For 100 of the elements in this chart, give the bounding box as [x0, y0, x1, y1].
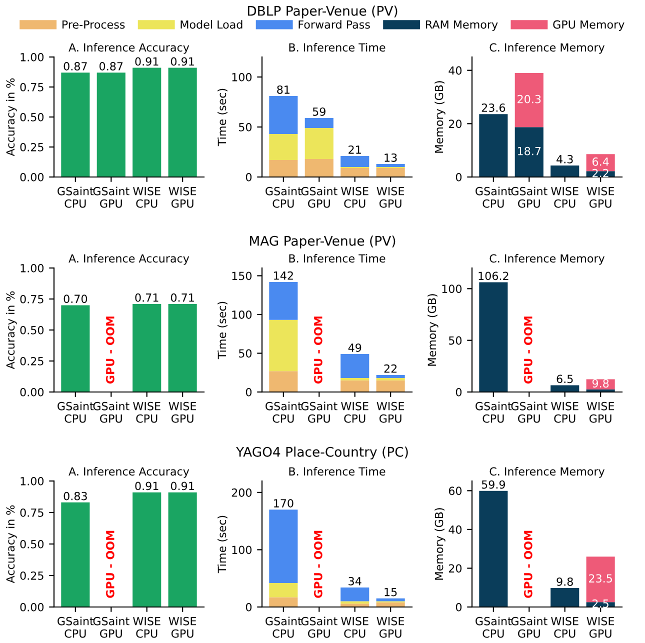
data-label: 0.83 [64, 492, 87, 500]
data-label: 0.87 [64, 62, 87, 70]
x-tick-label: WISE CPU [551, 616, 578, 638]
x-tick-label: WISE CPU [551, 186, 578, 208]
y-tick-label: 0 [456, 602, 462, 612]
annotation: GPU - OOM [524, 530, 532, 598]
annotation: GPU - OOM [314, 530, 322, 598]
y-tick-label: 20 [448, 564, 462, 573]
bar [479, 282, 508, 392]
x-tick-label: WISE CPU [133, 186, 160, 208]
y-tick-label: 100 [232, 72, 252, 82]
y-tick-label: 50 [448, 336, 462, 345]
y-tick-label: 100 [442, 284, 462, 294]
annotation: GPU - OOM [106, 530, 114, 598]
y-tick-label: 0.75 [20, 294, 44, 304]
x-tick-label: WISE GPU [376, 402, 404, 423]
x-tick-label: GSaint CPU [58, 186, 94, 208]
y-tick-label: 40 [448, 66, 462, 75]
bar [340, 156, 370, 167]
annotation: GPU - OOM [106, 316, 114, 384]
y-tick-label: 0.25 [20, 571, 44, 580]
bar [376, 598, 405, 602]
x-tick-label: WISE CPU [133, 402, 160, 423]
x-tick-label: GSaint CPU [58, 616, 94, 638]
data-label: 20.3 [518, 94, 541, 104]
total-label: 34 [348, 576, 362, 586]
y-tick-label: 0.75 [20, 508, 44, 517]
y-axis-title: Time (sec) [218, 302, 228, 360]
bar [269, 96, 298, 134]
bar [304, 159, 334, 177]
total-label: 170 [274, 499, 294, 508]
y-tick-label: 60 [448, 486, 462, 496]
data-label: 18.7 [518, 146, 541, 156]
x-tick-label: WISE CPU [341, 616, 368, 638]
data-label: 23.5 [589, 574, 612, 583]
bar [269, 582, 298, 598]
y-axis-title: Time (sec) [218, 88, 228, 146]
bar [269, 510, 298, 583]
total-label: 22 [384, 364, 397, 373]
data-label: 0.70 [64, 294, 88, 304]
data-label: 0.91 [170, 57, 194, 66]
y-tick-label: 0.50 [20, 326, 44, 334]
bar [479, 114, 508, 177]
total-label: 13 [384, 153, 397, 162]
total-label: 59 [312, 107, 326, 116]
y-tick-label: 0 [456, 388, 462, 396]
data-label: 6.5 [556, 374, 573, 384]
x-tick-label: WISE CPU [341, 402, 368, 423]
x-tick-label: WISE GPU [376, 616, 404, 638]
bar [376, 374, 405, 378]
x-tick-label: GSaint GPU [93, 402, 130, 423]
chart-title: C. Inference Memory [490, 467, 605, 478]
bar [269, 320, 298, 372]
y-tick-label: 20 [448, 120, 462, 128]
y-tick-label: 0.25 [20, 142, 44, 152]
y-tick-label: 100 [232, 310, 252, 319]
chart-title: C. Inference Memory [490, 254, 605, 265]
y-tick-label: 150 [232, 272, 252, 280]
x-tick-label: WISE CPU [133, 616, 160, 638]
chart-subtitle: DBLP Paper-Venue (PV) [248, 6, 398, 18]
x-tick-label: GSaint CPU [476, 616, 512, 638]
chart-title: B. Inference Time [289, 43, 386, 52]
y-tick-label: 100 [232, 546, 252, 554]
y-tick-label: 40 [448, 525, 462, 534]
y-axis-title: Memory (GB) [434, 81, 446, 153]
y-tick-label: 1.00 [20, 264, 44, 272]
legend-label: Forward Pass [298, 20, 370, 29]
chart-title: A. Inference Accuracy [68, 467, 190, 478]
x-tick-label: GSaint CPU [476, 186, 512, 208]
data-label: 9.8 [556, 577, 573, 586]
x-tick-label: WISE GPU [168, 402, 196, 423]
y-tick-label: 0 [246, 388, 252, 396]
data-label: 23.6 [482, 104, 506, 112]
data-label: 0.87 [100, 62, 123, 70]
bar [340, 168, 370, 177]
x-tick-label: GSaint GPU [93, 616, 130, 638]
legend-label: GPU Memory [553, 20, 624, 31]
x-tick-label: GSaint GPU [301, 186, 338, 208]
y-axis-title: Accuracy in % [6, 505, 17, 584]
y-tick-label: 0 [246, 172, 252, 182]
x-tick-label: GSaint GPU [511, 402, 548, 423]
annotation: GPU - OOM [314, 316, 322, 384]
y-tick-label: 0.00 [20, 388, 44, 396]
data-label: 0.91 [170, 482, 194, 490]
data-label: 0.71 [135, 293, 158, 302]
bar [376, 380, 405, 392]
y-axis-title: Memory (GB) [428, 294, 438, 366]
data-label: 59.9 [482, 480, 506, 489]
bar [376, 168, 405, 177]
chart-title: B. Inference Time [289, 254, 386, 263]
x-tick-label: WISE GPU [168, 616, 196, 638]
y-tick-label: 1.00 [20, 476, 44, 486]
x-tick-label: WISE CPU [551, 402, 578, 423]
total-label: 21 [348, 145, 361, 154]
legend-label: Pre-Process [62, 20, 125, 29]
y-axis-title: Time (sec) [218, 516, 228, 574]
bar [550, 588, 580, 607]
data-label: 0.71 [170, 293, 194, 302]
bar [304, 118, 334, 128]
x-tick-label: WISE GPU [586, 186, 614, 208]
